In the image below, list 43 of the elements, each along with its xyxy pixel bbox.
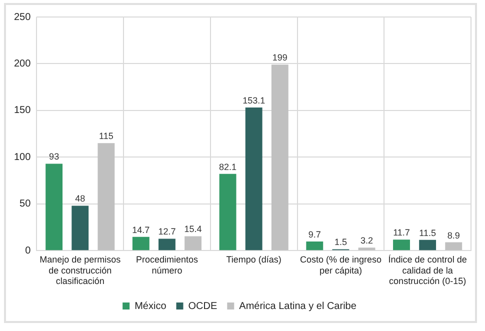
x-tick-label: Costo (% de ingreso per cápita) — [300, 254, 382, 276]
bar — [72, 206, 89, 250]
data-label: 11.7 — [393, 228, 410, 238]
data-label: 115 — [98, 131, 114, 142]
legend-label: México — [134, 300, 167, 312]
bar — [306, 242, 324, 250]
x-tick-label: Manejo de permisos de construcción clasificación — [40, 254, 122, 286]
bar — [393, 240, 410, 250]
y-tick-label: 0 — [25, 245, 32, 256]
data-label: 12.7 — [158, 226, 176, 237]
data-label: 82.1 — [219, 162, 237, 172]
bar — [132, 236, 150, 250]
data-label: 153.1 — [242, 96, 266, 106]
bar — [419, 240, 436, 250]
y-tick-label: 50 — [20, 198, 32, 210]
data-label: 14.7 — [132, 224, 150, 235]
y-tick-label: 150 — [14, 105, 32, 116]
data-label: 3.2 — [360, 236, 374, 246]
y-tick-label: 250 — [14, 12, 32, 23]
data-label: 8.9 — [447, 230, 460, 240]
data-label: 11.5 — [419, 228, 436, 238]
bar — [219, 174, 236, 250]
y-tick-label: 100 — [14, 152, 32, 163]
x-tick-label: Procedimientos número — [136, 254, 198, 276]
bar — [184, 236, 202, 250]
y-tick-label: 200 — [14, 58, 32, 70]
data-label: 9.7 — [308, 230, 321, 240]
legend-label: OCDE — [188, 300, 218, 312]
data-label: 93 — [49, 152, 60, 162]
x-tick-label: Índice de control de calidad de la construcción (0-15) — [388, 254, 467, 286]
bar — [98, 143, 115, 250]
data-label: 15.4 — [184, 224, 202, 234]
data-label: 1.5 — [334, 237, 347, 248]
legend-label: América Latina y el Caribe — [239, 300, 357, 312]
bar — [158, 238, 176, 250]
bar — [271, 64, 288, 250]
bar — [46, 164, 63, 250]
bar — [445, 242, 462, 250]
bar — [245, 108, 262, 250]
data-label: 48 — [75, 194, 86, 204]
bar — [358, 248, 376, 250]
data-label: 199 — [272, 52, 288, 63]
x-tick-label: Tiempo (días) — [226, 254, 282, 264]
